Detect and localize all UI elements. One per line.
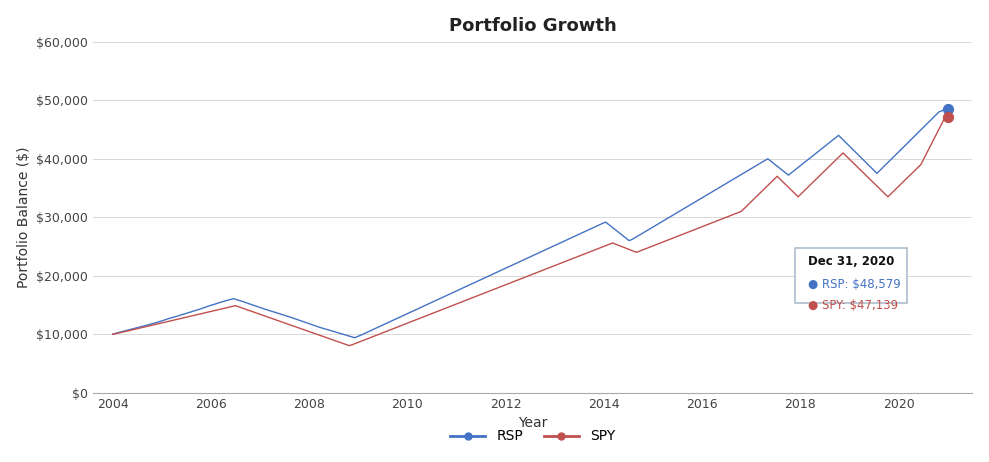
SPY (511, 278, 523, 283)
RSP (349, 335, 361, 340)
SPY (107, 331, 119, 337)
Line: RSP: RSP (113, 109, 947, 338)
X-axis label: Year: Year (518, 416, 547, 430)
RSP (532, 250, 544, 256)
RSP (561, 237, 573, 243)
Text: Dec 31, 2020
● RSP: $48,579
● SPY: $47,139: Dec 31, 2020 ● RSP: $48,579 ● SPY: $47,1… (801, 254, 901, 297)
Point (940, 113, 955, 121)
Title: Portfolio Growth: Portfolio Growth (449, 17, 616, 35)
SPY (625, 247, 637, 253)
Text: ● SPY: $47,139: ● SPY: $47,139 (808, 298, 898, 312)
Line: SPY: SPY (113, 117, 947, 346)
SPY (585, 249, 597, 254)
SPY (343, 343, 355, 348)
SPY (804, 182, 816, 188)
Text: Dec 31, 2020: Dec 31, 2020 (808, 255, 894, 268)
Text: ● RSP: $48,579: ● RSP: $48,579 (808, 278, 901, 291)
RSP (797, 161, 809, 166)
SPY (798, 188, 810, 194)
RSP (107, 331, 119, 337)
RSP (157, 318, 169, 323)
RSP (671, 210, 682, 216)
Legend: RSP, SPY: RSP, SPY (445, 424, 620, 449)
RSP (942, 106, 953, 111)
Y-axis label: Portfolio Balance ($): Portfolio Balance ($) (17, 146, 31, 288)
SPY (235, 305, 247, 310)
RSP (263, 308, 275, 313)
SPY (942, 114, 953, 120)
Point (940, 105, 955, 112)
